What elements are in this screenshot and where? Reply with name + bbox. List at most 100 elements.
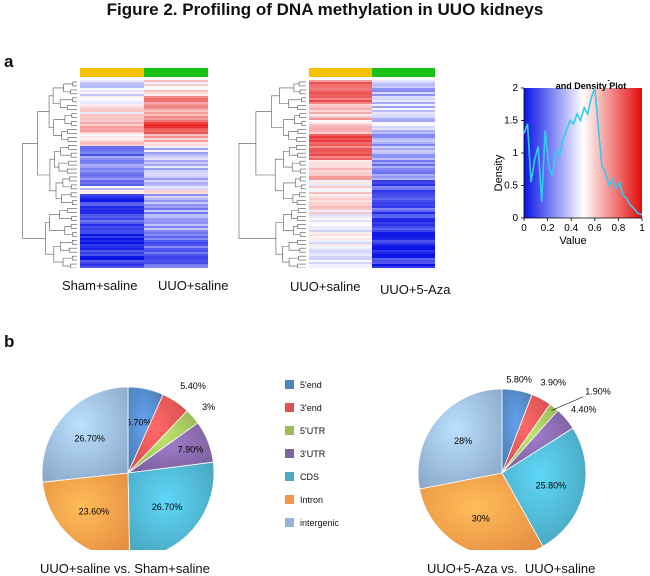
heatmap-cell <box>144 262 208 265</box>
heatmap-cell <box>309 92 372 95</box>
heatmap-cell <box>309 208 372 211</box>
heatmap-cell <box>309 172 372 175</box>
pie-slice-intergenic <box>41 386 129 483</box>
heatmap-cell <box>80 254 144 257</box>
heatmap-cell <box>144 128 208 131</box>
heatmap-cell <box>80 154 144 157</box>
heatmap-cell <box>309 192 372 195</box>
heatmap-cell <box>144 156 208 159</box>
heatmap-cell <box>372 196 435 199</box>
heatmap-cell <box>372 208 435 211</box>
heatmap-cell <box>144 80 208 83</box>
heatmap-cell <box>309 202 372 205</box>
x-axis-label: Value <box>559 235 586 247</box>
heatmap-cell <box>309 152 372 155</box>
heatmap-cell <box>309 264 372 267</box>
heatmap-cell <box>80 180 144 183</box>
legend-swatch <box>285 518 294 527</box>
heatmap-cell <box>372 246 435 249</box>
heatmap-2-caption-right: UUO+5-Aza <box>380 282 451 297</box>
heatmap-cell <box>144 232 208 235</box>
heatmap-cell <box>372 216 435 219</box>
pie-slice-intergenic <box>417 388 503 490</box>
heatmap-cell <box>309 188 372 191</box>
heatmap-cell <box>144 84 208 87</box>
color-key-density-plot: Color Keyand Density Plot 0 0.2 0.4 0.6 0.8 1 0… <box>493 80 645 247</box>
heatmap-cell <box>144 148 208 151</box>
heatmap-cell <box>144 174 208 177</box>
heatmap-cell <box>309 146 372 149</box>
heatmap-cell <box>80 194 144 197</box>
heatmap-cell <box>372 184 435 187</box>
heatmap-cell <box>309 162 372 165</box>
heatmap-cell <box>309 220 372 223</box>
heatmap-cell <box>309 110 372 113</box>
heatmap-cell <box>80 188 144 191</box>
heatmap-cell <box>372 262 435 265</box>
heatmap-cell <box>144 134 208 137</box>
heatmap-cell <box>372 178 435 181</box>
heatmap-cell <box>80 220 144 223</box>
heatmap-cell <box>144 234 208 237</box>
heatmap-cell <box>144 150 208 153</box>
pie-slice-cds <box>127 461 215 550</box>
heatmap-cell <box>144 170 208 173</box>
heatmap-cell <box>309 82 372 85</box>
legend-swatch <box>285 380 294 389</box>
heatmap-cell <box>80 248 144 251</box>
color-key-title-line: and Density Plot <box>556 81 627 91</box>
heatmap-cell <box>372 132 435 135</box>
heatmap-cell <box>80 92 144 95</box>
heatmap-cell <box>144 260 208 263</box>
heatmap-cell <box>372 118 435 121</box>
heatmap-cell <box>144 208 208 211</box>
heatmap-cell <box>144 100 208 103</box>
pie-data-label: 4.40% <box>571 405 597 415</box>
heatmap-cell <box>372 96 435 99</box>
heatmap-cell <box>80 160 144 163</box>
heatmap-cell <box>80 200 144 203</box>
heatmap-cell <box>80 208 144 211</box>
heatmap-cell <box>372 228 435 231</box>
heatmap-cell <box>80 236 144 239</box>
heatmap-cell <box>309 86 372 89</box>
heatmap-cell <box>372 266 435 268</box>
heatmap-cell <box>372 248 435 251</box>
pie-data-label: 30% <box>472 514 490 524</box>
heatmap-cell <box>372 168 435 171</box>
heatmap-cell <box>80 88 144 91</box>
legend-swatch <box>285 495 294 504</box>
legend-item-intergenic: intergenic <box>285 516 339 530</box>
heatmap-cell <box>372 128 435 131</box>
heatmap-cell <box>309 154 372 157</box>
pie-data-label: 5.80% <box>506 374 532 384</box>
heatmap-cell <box>372 212 435 215</box>
legend-item-5end: 5'end <box>285 378 322 392</box>
heatmap-cell <box>80 256 144 259</box>
figure-title: Figure 2. Profiling of DNA methylation i… <box>106 0 544 19</box>
heatmap-cell <box>80 144 144 147</box>
heatmap-cell <box>372 214 435 217</box>
heatmap-cell <box>372 190 435 193</box>
heatmap-cell <box>144 206 208 209</box>
heatmap-cell <box>309 254 372 257</box>
heatmap-cell <box>144 216 208 219</box>
heatmap-cell <box>80 198 144 201</box>
heatmap-cell <box>80 250 144 253</box>
heatmap-cell <box>80 84 144 87</box>
heatmap-cell <box>80 226 144 229</box>
heatmap-cell <box>309 214 372 217</box>
heatmap-cell <box>144 102 208 105</box>
heatmap-cell <box>80 258 144 261</box>
x-tick-label: 0.4 <box>564 223 578 234</box>
heatmap-cell <box>309 124 372 127</box>
heatmap-cell <box>372 90 435 93</box>
heatmap-2-caption-left: UUO+saline <box>290 279 361 294</box>
heatmap-cell <box>309 190 372 193</box>
heatmap-cell <box>80 166 144 169</box>
heatmap-cell <box>144 252 208 255</box>
heatmap-cell <box>372 148 435 151</box>
pie-2-caption: UUO+5-Aza vs. UUO+saline <box>427 561 596 576</box>
heatmap-cell <box>144 114 208 117</box>
heatmap-cell <box>372 104 435 107</box>
